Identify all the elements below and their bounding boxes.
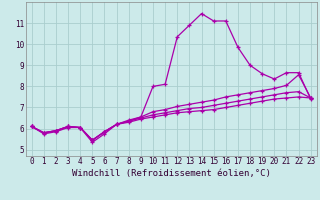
X-axis label: Windchill (Refroidissement éolien,°C): Windchill (Refroidissement éolien,°C) xyxy=(72,169,271,178)
